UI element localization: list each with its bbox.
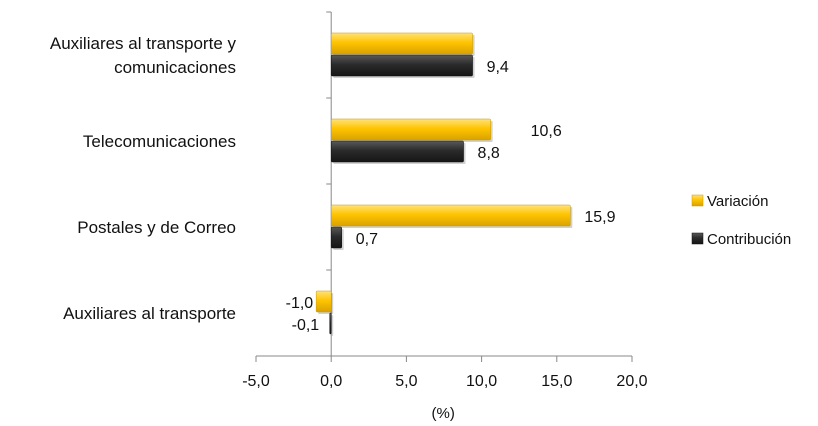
x-tick-label: 20,0	[616, 373, 647, 390]
bar-contribucion	[329, 312, 332, 335]
legend: Variación Contribución	[691, 193, 791, 248]
x-axis-title: (%)	[432, 405, 455, 422]
data-label: 9,4	[487, 59, 509, 76]
legend-swatch-variacion	[691, 194, 704, 207]
data-label: 15,9	[584, 209, 615, 226]
bar-contribucion	[330, 54, 473, 77]
x-tick-label: 10,0	[466, 373, 497, 390]
x-tick-label: 5,0	[395, 373, 417, 390]
category-label: Telecomunicaciones	[83, 132, 236, 151]
data-label: 8,8	[478, 145, 500, 162]
bar-variacion	[330, 32, 473, 55]
bar-shadow	[331, 315, 334, 336]
x-tick-label: 15,0	[541, 373, 572, 390]
data-label: -1,0	[286, 295, 314, 312]
category-label: Auxiliares al transporte y	[50, 34, 237, 53]
bar-variacion	[315, 290, 332, 313]
legend-label: Contribución	[707, 231, 791, 248]
bar-variacion	[330, 118, 491, 141]
legend-swatch-contribucion	[691, 232, 704, 245]
category-label: Postales y de Correo	[77, 218, 236, 237]
plot-area: -5,0 0,0 5,0 10,0 15,0 20,0 (%) Auxiliares al t…	[50, 11, 648, 422]
bar-variacion	[330, 204, 571, 227]
data-label: -0,1	[292, 317, 320, 334]
x-tick-label: 0,0	[320, 373, 342, 390]
category-label: comunicaciones	[114, 58, 236, 77]
data-label: 10,6	[531, 123, 562, 140]
legend-label: Variación	[707, 193, 768, 210]
bar-contribucion	[330, 140, 464, 163]
data-label: 0,7	[356, 231, 378, 248]
x-tick-label: -5,0	[242, 373, 270, 390]
category-label: Auxiliares al transporte	[63, 304, 236, 323]
bar-contribucion	[330, 226, 342, 249]
